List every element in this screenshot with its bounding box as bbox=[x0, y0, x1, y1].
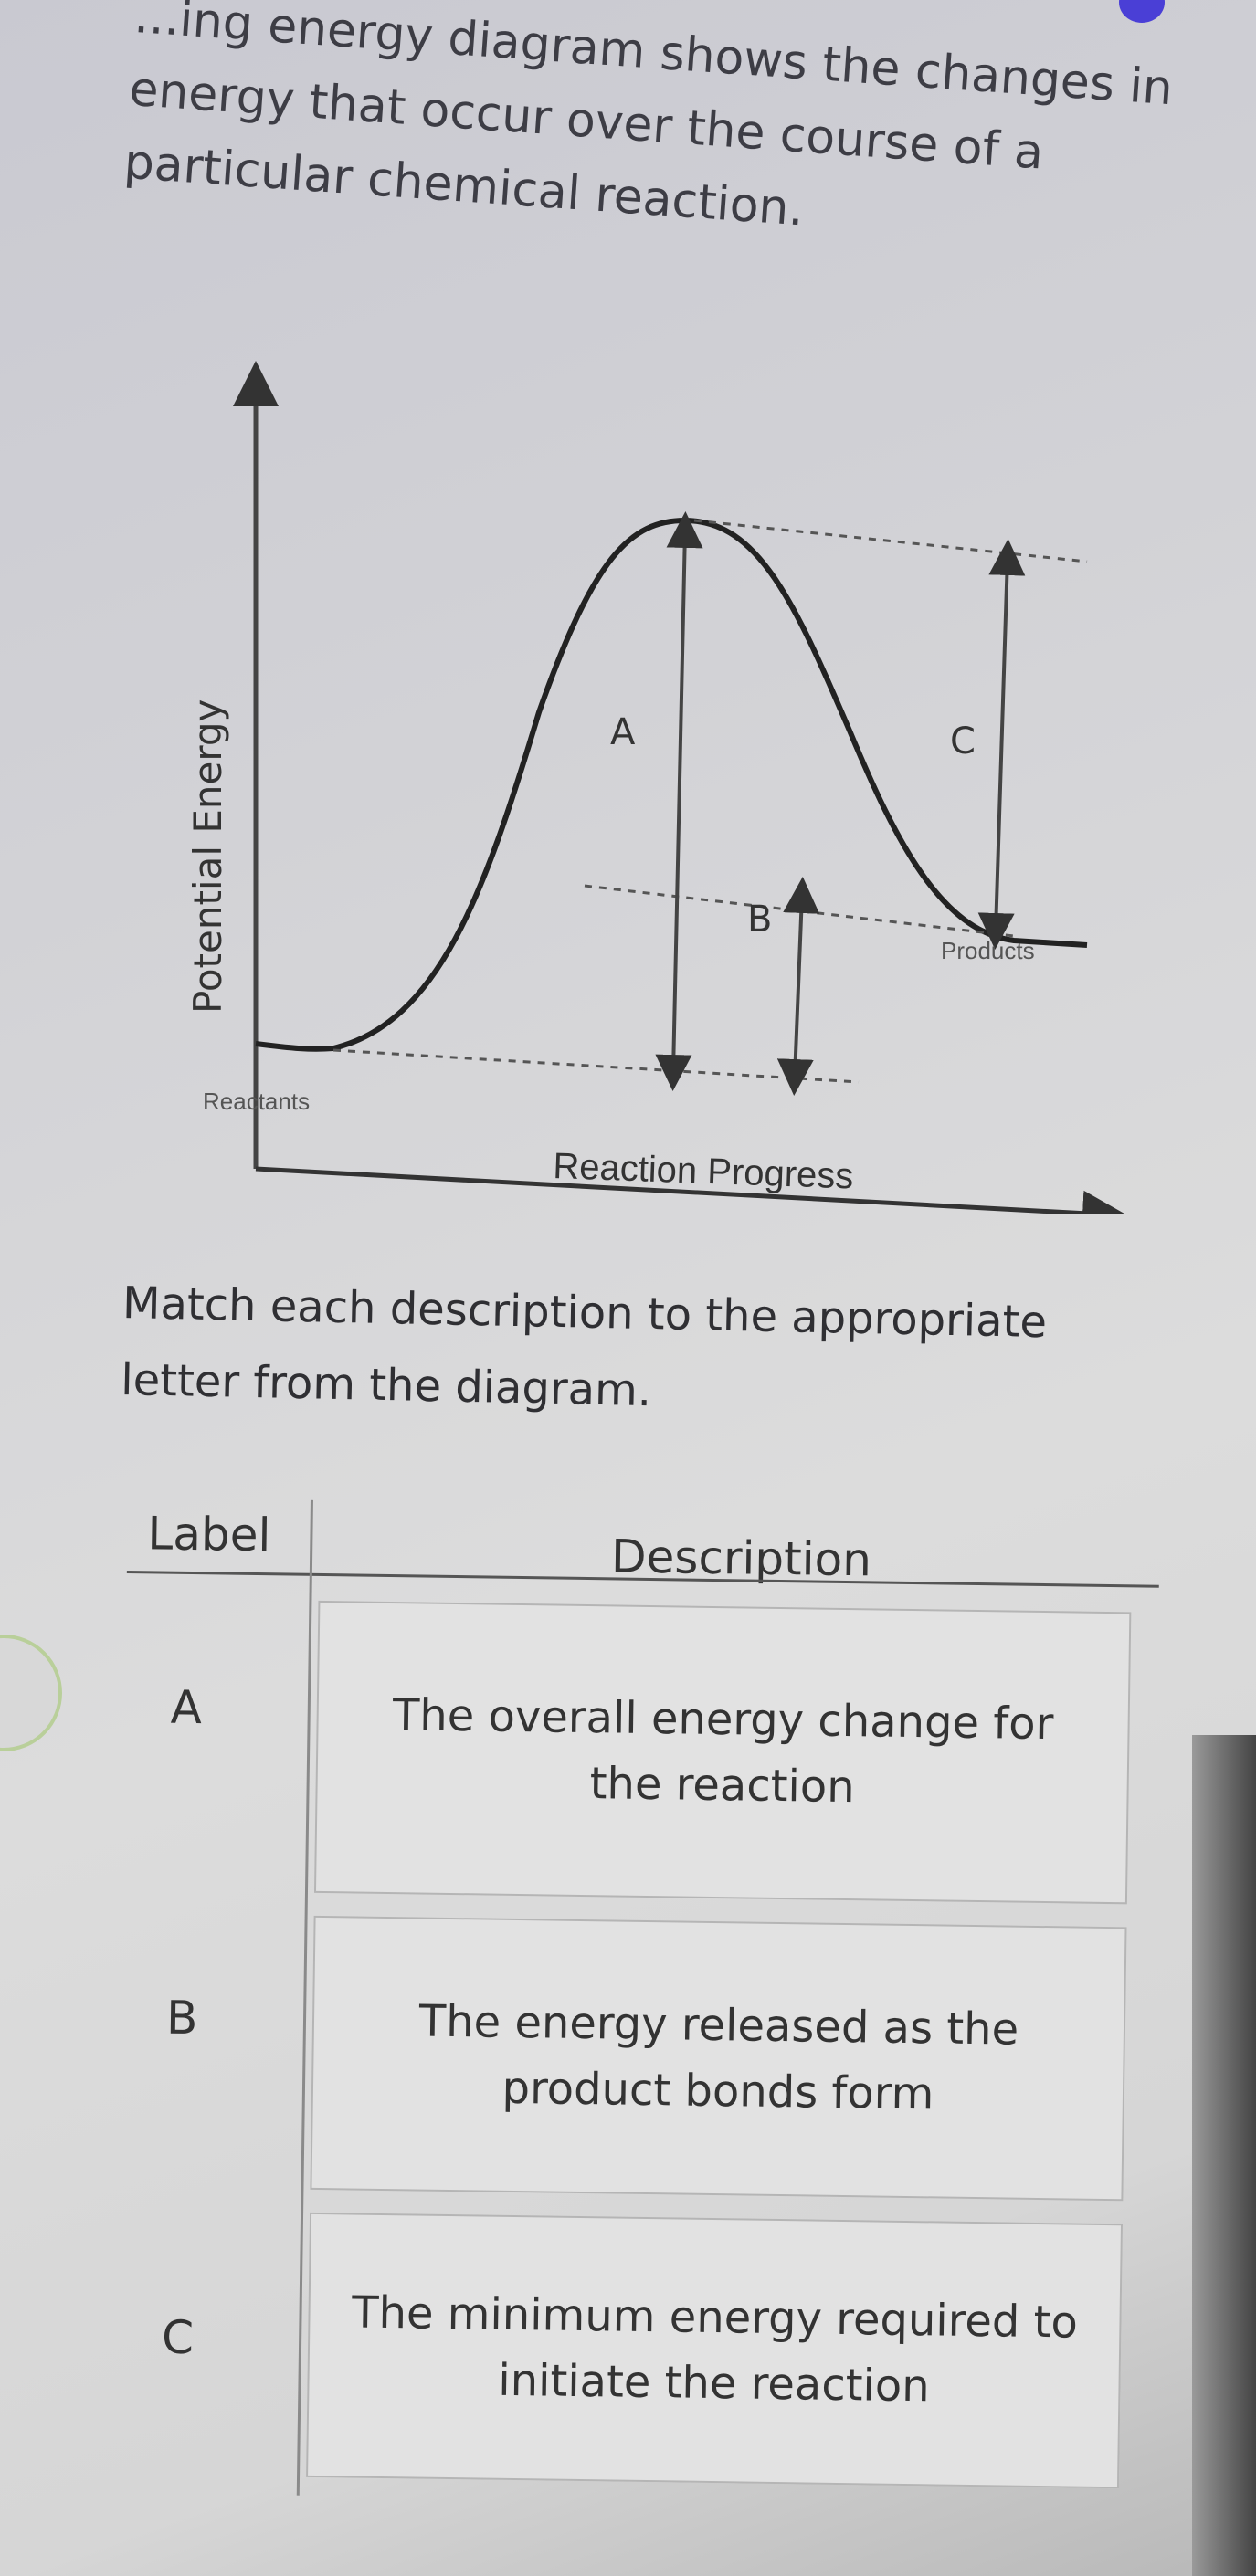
description-text: The overall energy change for the reacti… bbox=[392, 1689, 1054, 1814]
arrow-a bbox=[655, 511, 703, 1091]
energy-diagram: Potential Energy Reaction Progress React… bbox=[185, 361, 1128, 1214]
letter-a: A bbox=[610, 711, 636, 753]
screen-edge bbox=[1192, 1735, 1256, 2576]
x-axis bbox=[255, 1166, 1128, 1214]
reactant-level-line bbox=[332, 1048, 860, 1084]
row-label-c: C bbox=[161, 2310, 195, 2365]
products-label: Products bbox=[941, 937, 1035, 964]
description-box-1[interactable]: The overall energy change for the reacti… bbox=[313, 1600, 1132, 1905]
letter-c: C bbox=[950, 720, 976, 762]
letter-b: B bbox=[747, 899, 772, 941]
blue-indicator-dot bbox=[1119, 0, 1165, 23]
row-label-b: B bbox=[165, 1991, 198, 2045]
arrow-b bbox=[776, 877, 820, 1096]
description-text: The energy released as the product bonds… bbox=[418, 1995, 1019, 2120]
description-box-2[interactable]: The energy released as the product bonds… bbox=[310, 1915, 1127, 2202]
arrow-c bbox=[977, 539, 1026, 950]
green-circle-button[interactable] bbox=[0, 1635, 62, 1751]
reactants-label: Reactants bbox=[203, 1088, 310, 1115]
description-text: The minimum energy required to initiate … bbox=[351, 2287, 1079, 2413]
row-label-a: A bbox=[170, 1680, 203, 1735]
instruction-text: Match each description to the appropriat… bbox=[120, 1277, 1048, 1417]
matching-table: Label Description A The overall energy c… bbox=[114, 1498, 1160, 2517]
energy-curve bbox=[255, 517, 1088, 1052]
header-label: Label bbox=[147, 1507, 271, 1562]
y-axis-label: Potential Energy bbox=[185, 699, 230, 1014]
intro-text: ...ing energy diagram shows the changes … bbox=[121, 0, 1175, 237]
description-box-3[interactable]: The minimum energy required to initiate … bbox=[306, 2212, 1124, 2489]
